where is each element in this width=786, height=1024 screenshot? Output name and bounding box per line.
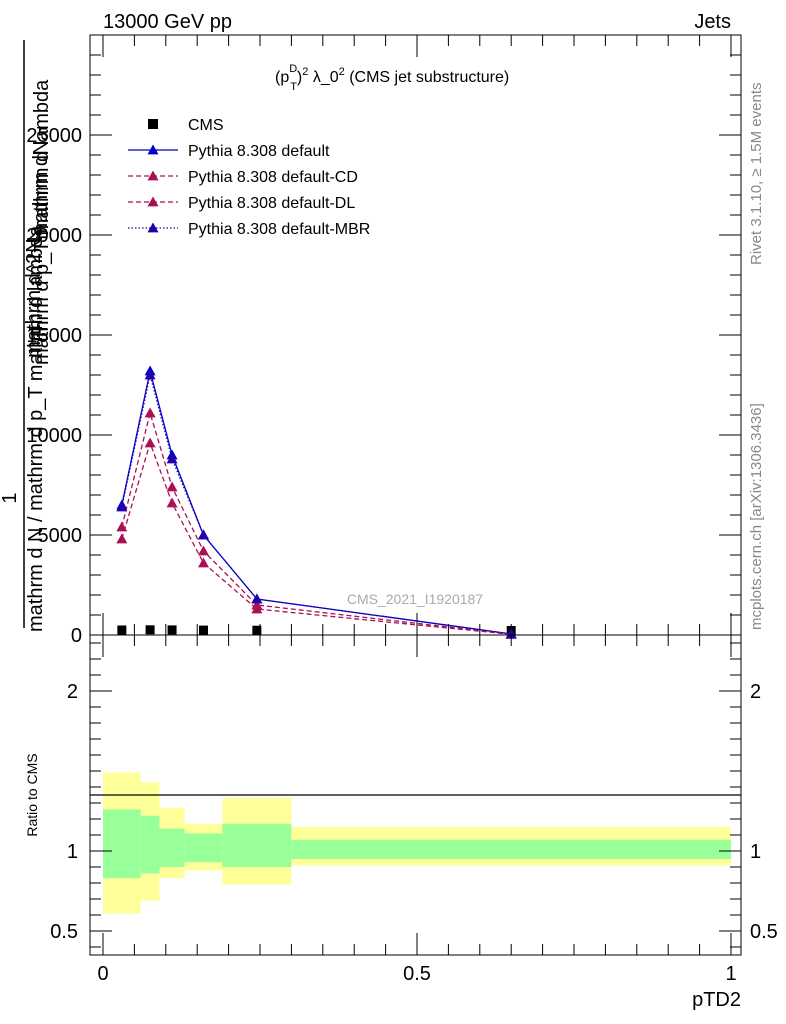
legend-label: Pythia 8.308 default-MBR [188, 221, 370, 238]
ylabel-denominator: mathrm d p_T mathrm d lambda [31, 79, 53, 365]
ratio-band-green [291, 839, 731, 859]
ylabel-left-denominator: mathrm d N / mathrm d p_T mathrm d lambd… [25, 225, 47, 632]
triangle-marker [505, 628, 517, 639]
ratio-band-green [159, 828, 185, 867]
triangle-marker [116, 501, 128, 512]
ratio-band-green [184, 833, 223, 863]
legend-label: Pythia 8.308 default [188, 143, 330, 160]
square-marker [117, 625, 127, 635]
square-marker [145, 625, 155, 635]
main-ytick-label: 0 [71, 625, 82, 647]
header-right: Jets [694, 11, 731, 33]
series-4 [116, 369, 517, 639]
mcplots-label: mcplots.cern.ch [arXiv:1306.3436] [748, 403, 765, 630]
legend-label: Pythia 8.308 default-DL [188, 195, 355, 212]
triangle-marker [116, 533, 128, 544]
triangle-marker [166, 497, 178, 508]
triangle-marker [147, 222, 159, 233]
legend-item: CMS [148, 117, 224, 134]
ratio-band-green [222, 823, 292, 867]
triangle-marker [251, 603, 263, 614]
legend-item: Pythia 8.308 default-MBR [128, 221, 370, 238]
header-left: 13000 GeV pp [103, 11, 232, 33]
main-title: (pD T)2 λ_02 (CMS jet substructure) [275, 63, 509, 93]
ratio-xtick-label: 0 [97, 963, 108, 985]
main-y-axis: 0 5000 10000 15000 20000 25000 [26, 54, 741, 647]
triangle-marker [144, 369, 156, 380]
main-x-ticks [102, 35, 732, 635]
ratio-x-axis: 0 0.5 1 [97, 635, 737, 985]
ratio-ytick-label-left: 2 [67, 681, 78, 703]
triangle-marker [147, 144, 159, 155]
triangle-marker [197, 557, 209, 568]
legend-label: Pythia 8.308 default-CD [188, 169, 358, 186]
square-marker [252, 625, 262, 635]
series-line [121, 374, 512, 635]
main-series-group [116, 365, 517, 639]
legend-item: Pythia 8.308 default-DL [128, 195, 355, 212]
ratio-xtick-label: 0.5 [403, 963, 431, 985]
ylabel-numerator: mathrm dN [30, 141, 52, 240]
ratio-ytick-label-left: 1 [67, 841, 78, 863]
legend-item: Pythia 8.308 default [128, 143, 330, 160]
ylabel-left-numerator: mathrm d^2N [23, 238, 45, 357]
main-ytick-label: 15000 [26, 325, 82, 347]
triangle-marker [116, 521, 128, 532]
ratio-ytick-label-right: 1 [750, 841, 761, 863]
ratio-bands [103, 772, 731, 914]
triangle-marker [147, 170, 159, 181]
triangle-marker [166, 481, 178, 492]
series-line [121, 370, 512, 635]
ratio-ytick-label-left: 0.5 [50, 921, 78, 943]
legend: CMS Pythia 8.308 default Pythia 8.308 defa… [128, 117, 370, 238]
triangle-marker [197, 545, 209, 556]
ylabel-one: 1 [0, 492, 21, 503]
triangle-marker [144, 437, 156, 448]
series-line [121, 410, 512, 635]
main-ytick-label: 20000 [26, 225, 82, 247]
legend-item: Pythia 8.308 default-CD [128, 169, 358, 186]
main-ytick-label: 5000 [38, 525, 83, 547]
rivet-label: Rivet 3.1.10, ≥ 1.5M events [748, 83, 765, 266]
triangle-marker [197, 529, 209, 540]
series-line [121, 440, 512, 635]
triangle-marker [147, 196, 159, 207]
legend-label: CMS [188, 117, 224, 134]
triangle-marker [251, 593, 263, 604]
ratio-y-axis: 0.5 0.5 1 1 2 2 [50, 642, 778, 948]
main-ytick-label: 10000 [26, 425, 82, 447]
ratio-ytick-label-right: 0.5 [750, 921, 778, 943]
ratio-band-green [103, 809, 141, 879]
main-y-label: 1 mathrm d^2N mathrm d N / mathrm d p_T … [0, 40, 53, 632]
ratio-ylabel: Ratio to CMS [24, 753, 40, 836]
square-marker [167, 625, 177, 635]
ratio-frame [89, 634, 742, 956]
triangle-marker [166, 453, 178, 464]
ratio-band-green [140, 815, 160, 874]
ratio-ytick-label-right: 2 [750, 681, 761, 703]
watermark: CMS_2021_I1920187 [347, 591, 483, 607]
legend-square-marker [148, 119, 158, 129]
square-marker [198, 625, 208, 635]
x-axis-label: pTD2 [692, 989, 741, 1011]
main-ytick-label: 25000 [26, 125, 82, 147]
ratio-xtick-label: 1 [725, 963, 736, 985]
triangle-marker [144, 407, 156, 418]
